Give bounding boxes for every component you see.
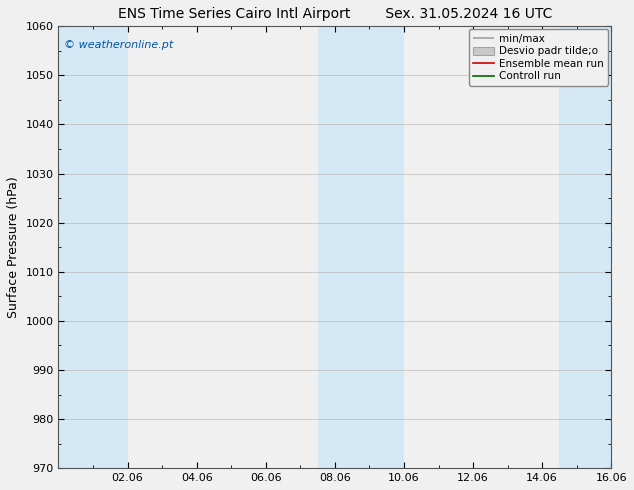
Bar [559, 26, 628, 468]
Y-axis label: Surface Pressure (hPa): Surface Pressure (hPa) [7, 176, 20, 318]
Legend: min/max, Desvio padr tilde;o, Ensemble mean run, Controll run: min/max, Desvio padr tilde;o, Ensemble m… [469, 29, 608, 86]
Title: ENS Time Series Cairo Intl Airport        Sex. 31.05.2024 16 UTC: ENS Time Series Cairo Intl Airport Sex. … [118, 7, 552, 21]
Text: © weatheronline.pt: © weatheronline.pt [64, 40, 173, 49]
Bar [41, 26, 127, 468]
Bar [318, 26, 404, 468]
